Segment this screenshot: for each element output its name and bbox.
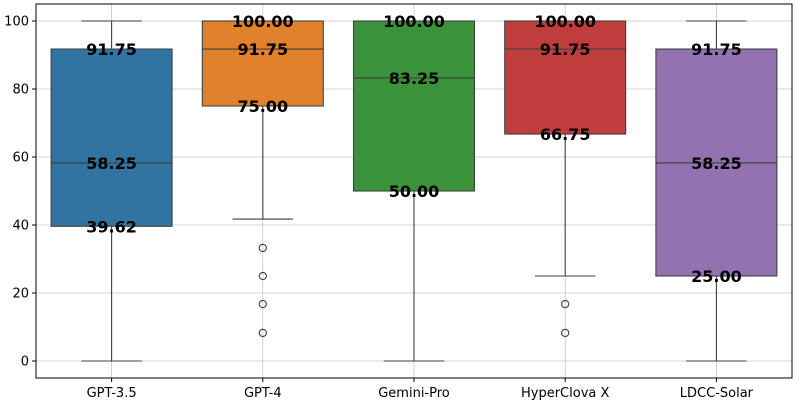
box-hyperclova-x [504, 20, 627, 338]
q3-label: 100.00 [383, 12, 445, 31]
y-axis: 0 20 40 60 80 100 [4, 15, 36, 370]
outlier-point [561, 299, 570, 309]
q1-label: 25.00 [691, 267, 742, 286]
x-tick-label: GPT-4 [244, 386, 282, 401]
box-series [50, 20, 778, 362]
iqr-box [352, 20, 476, 192]
q1-label: 39.62 [86, 217, 137, 236]
q3-label: 91.75 [691, 40, 742, 59]
median-label: 83.25 [389, 69, 440, 88]
q1-label: 66.75 [540, 125, 591, 144]
value-labels: 91.75 58.25 39.62 100.00 91.75 75.00 100.00 83.… [86, 12, 741, 286]
y-tick-label: 0 [21, 355, 29, 370]
y-tick-label: 20 [12, 287, 29, 302]
y-tick-label: 60 [12, 151, 29, 166]
x-tick-label: Gemini-Pro [378, 386, 450, 401]
median-label: 58.25 [86, 154, 137, 173]
median-label: 91.75 [237, 40, 288, 59]
box-gemini-pro [352, 20, 476, 362]
iqr-box [504, 20, 627, 135]
x-tick-label: HyperClova X [521, 386, 609, 401]
outlier-point [561, 328, 570, 338]
x-tick-label: GPT-3.5 [87, 386, 137, 401]
outlier-point [258, 299, 267, 309]
outlier-point [258, 271, 267, 281]
iqr-box [201, 20, 324, 107]
q3-label: 100.00 [534, 12, 596, 31]
y-tick-label: 100 [4, 15, 29, 30]
q3-label: 100.00 [232, 12, 294, 31]
outlier-point [258, 243, 267, 253]
y-tick-label: 40 [12, 219, 29, 234]
x-tick-label: LDCC-Solar [680, 386, 754, 401]
q1-label: 75.00 [237, 97, 288, 116]
outlier-point [258, 328, 267, 338]
x-axis: GPT-3.5 GPT-4 Gemini-Pro HyperClova X LDCC-S… [87, 378, 754, 401]
box-gpt-3-5 [50, 20, 173, 362]
y-tick-label: 80 [12, 83, 29, 98]
box-gpt-4 [201, 20, 324, 338]
median-label: 91.75 [540, 40, 591, 59]
q3-label: 91.75 [86, 40, 137, 59]
median-label: 58.25 [691, 154, 742, 173]
iqr-box [50, 48, 173, 227]
q1-label: 50.00 [389, 182, 440, 201]
box-ldcc-solar [655, 20, 778, 362]
